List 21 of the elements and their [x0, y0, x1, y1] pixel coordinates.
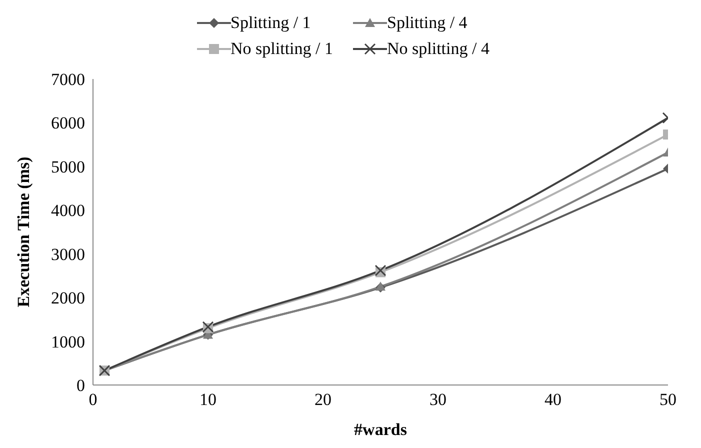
x-tick-label: 10 [200, 390, 216, 410]
legend-label: Splitting / 1 [230, 13, 311, 33]
y-tick-label: 1000 [51, 332, 85, 352]
x-tick-label: 50 [660, 390, 676, 410]
y-tick-label: 7000 [51, 70, 85, 90]
x-tick-label: 30 [430, 390, 446, 410]
x-tick-label: 20 [314, 390, 332, 410]
y-axis-title: Execution Time (ms) [14, 156, 34, 308]
y-tick-label: 5000 [51, 157, 85, 176]
legend-label: Splitting / 4 [387, 13, 468, 33]
legend-label: No splitting / 4 [387, 39, 490, 59]
y-tick-label: 3000 [51, 244, 85, 264]
y-tick-label: 0 [76, 376, 85, 396]
legend-label: No splitting / 1 [230, 39, 333, 59]
x-tick-label: 40 [544, 390, 562, 410]
x-tick-label: 0 [88, 390, 98, 410]
point [374, 264, 386, 276]
y-tick-label: 6000 [51, 114, 85, 133]
y-tick-label: 2000 [51, 288, 85, 308]
x-axis-title: #wards [354, 420, 408, 439]
y-tick-label: 4000 [51, 201, 85, 220]
